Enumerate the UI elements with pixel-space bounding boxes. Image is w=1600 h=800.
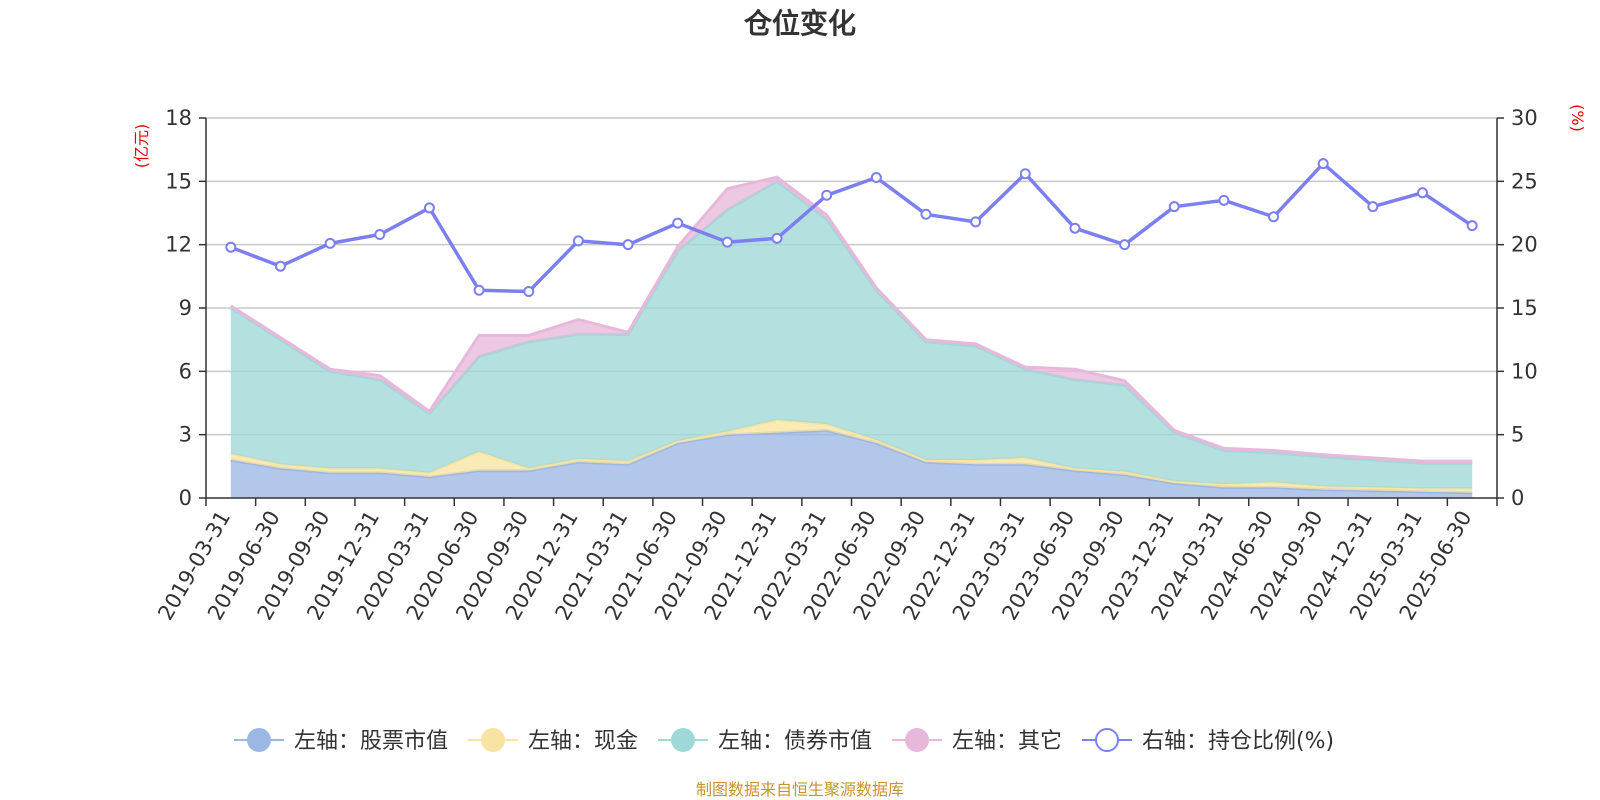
ratio-point <box>1466 220 1478 232</box>
ratio-point <box>970 216 982 228</box>
right-axis-tick-label: 30 <box>1511 106 1538 130</box>
ratio-line-path <box>230 161 1474 294</box>
left-axis-tick-label: 0 <box>179 486 192 510</box>
legend-circle-marker <box>481 728 505 752</box>
ratio-point <box>473 284 485 296</box>
left-axis-unit: (亿元) <box>132 124 151 169</box>
left-axis-tick-label: 18 <box>165 106 192 130</box>
legend-label: 左轴：其它 <box>952 729 1062 754</box>
left-axis-tick-label: 3 <box>179 423 192 447</box>
ratio-point <box>870 172 882 184</box>
legend-circle-marker <box>1095 728 1119 752</box>
left-axis-tick-label: 6 <box>179 359 192 383</box>
ratio-point <box>1019 168 1031 180</box>
ratio-point <box>1317 158 1329 170</box>
ratio-point <box>622 239 634 251</box>
right-axis-tick-label: 15 <box>1511 296 1538 320</box>
left-axis-tick-label: 9 <box>179 296 192 320</box>
ratio-point <box>1218 194 1230 206</box>
legend-label: 左轴：债券市值 <box>718 729 872 754</box>
ratio-line <box>225 158 1478 298</box>
area-edge-左轴：其它 <box>229 175 1473 463</box>
chart-title: 仓位变化 <box>744 7 856 40</box>
ratio-point <box>672 217 684 229</box>
area-左轴：债券市值 <box>230 181 1473 489</box>
ratio-point <box>721 236 733 248</box>
ratio-point <box>1417 187 1429 199</box>
ratio-point <box>374 229 386 241</box>
legend-label: 左轴：股票市值 <box>294 729 448 754</box>
legend-circle-marker <box>247 728 271 752</box>
right-axis-unit: (%) <box>1568 104 1587 132</box>
right-axis-tick-label: 5 <box>1511 423 1524 447</box>
right-axis-tick-label: 10 <box>1511 359 1538 383</box>
ratio-point <box>1268 211 1280 223</box>
ratio-point <box>1069 222 1081 234</box>
ratio-point <box>771 232 783 244</box>
left-axis-tick-label: 12 <box>165 233 192 257</box>
ratio-point <box>821 189 833 201</box>
ratio-point <box>274 260 286 272</box>
ratio-point <box>523 286 535 298</box>
data-source-note: 制图数据来自恒生聚源数据库 <box>696 780 904 799</box>
legend-circle-marker <box>905 728 929 752</box>
ratio-point <box>423 202 435 214</box>
ratio-point <box>920 208 932 220</box>
right-axis-tick-label: 20 <box>1511 233 1538 257</box>
ratio-point <box>324 237 336 249</box>
ratio-point <box>1119 239 1131 251</box>
right-axis-tick-label: 25 <box>1511 169 1538 193</box>
legend-label: 左轴：现金 <box>528 729 638 754</box>
ratio-point <box>225 241 237 253</box>
area-左轴：现金 <box>230 419 1473 493</box>
ratio-point <box>572 235 584 247</box>
legend-circle-marker <box>671 728 695 752</box>
ratio-point <box>1367 201 1379 213</box>
stacked-areas <box>229 175 1473 498</box>
legend: 左轴：股票市值 左轴：现金 左轴：债券市值 左轴：其它 右轴：持仓比例(%) <box>234 728 1334 754</box>
legend-label: 右轴：持仓比例(%) <box>1142 729 1334 754</box>
left-axis-tick-label: 15 <box>165 169 192 193</box>
right-axis-tick-label: 0 <box>1511 486 1524 510</box>
ratio-point <box>1168 201 1180 213</box>
